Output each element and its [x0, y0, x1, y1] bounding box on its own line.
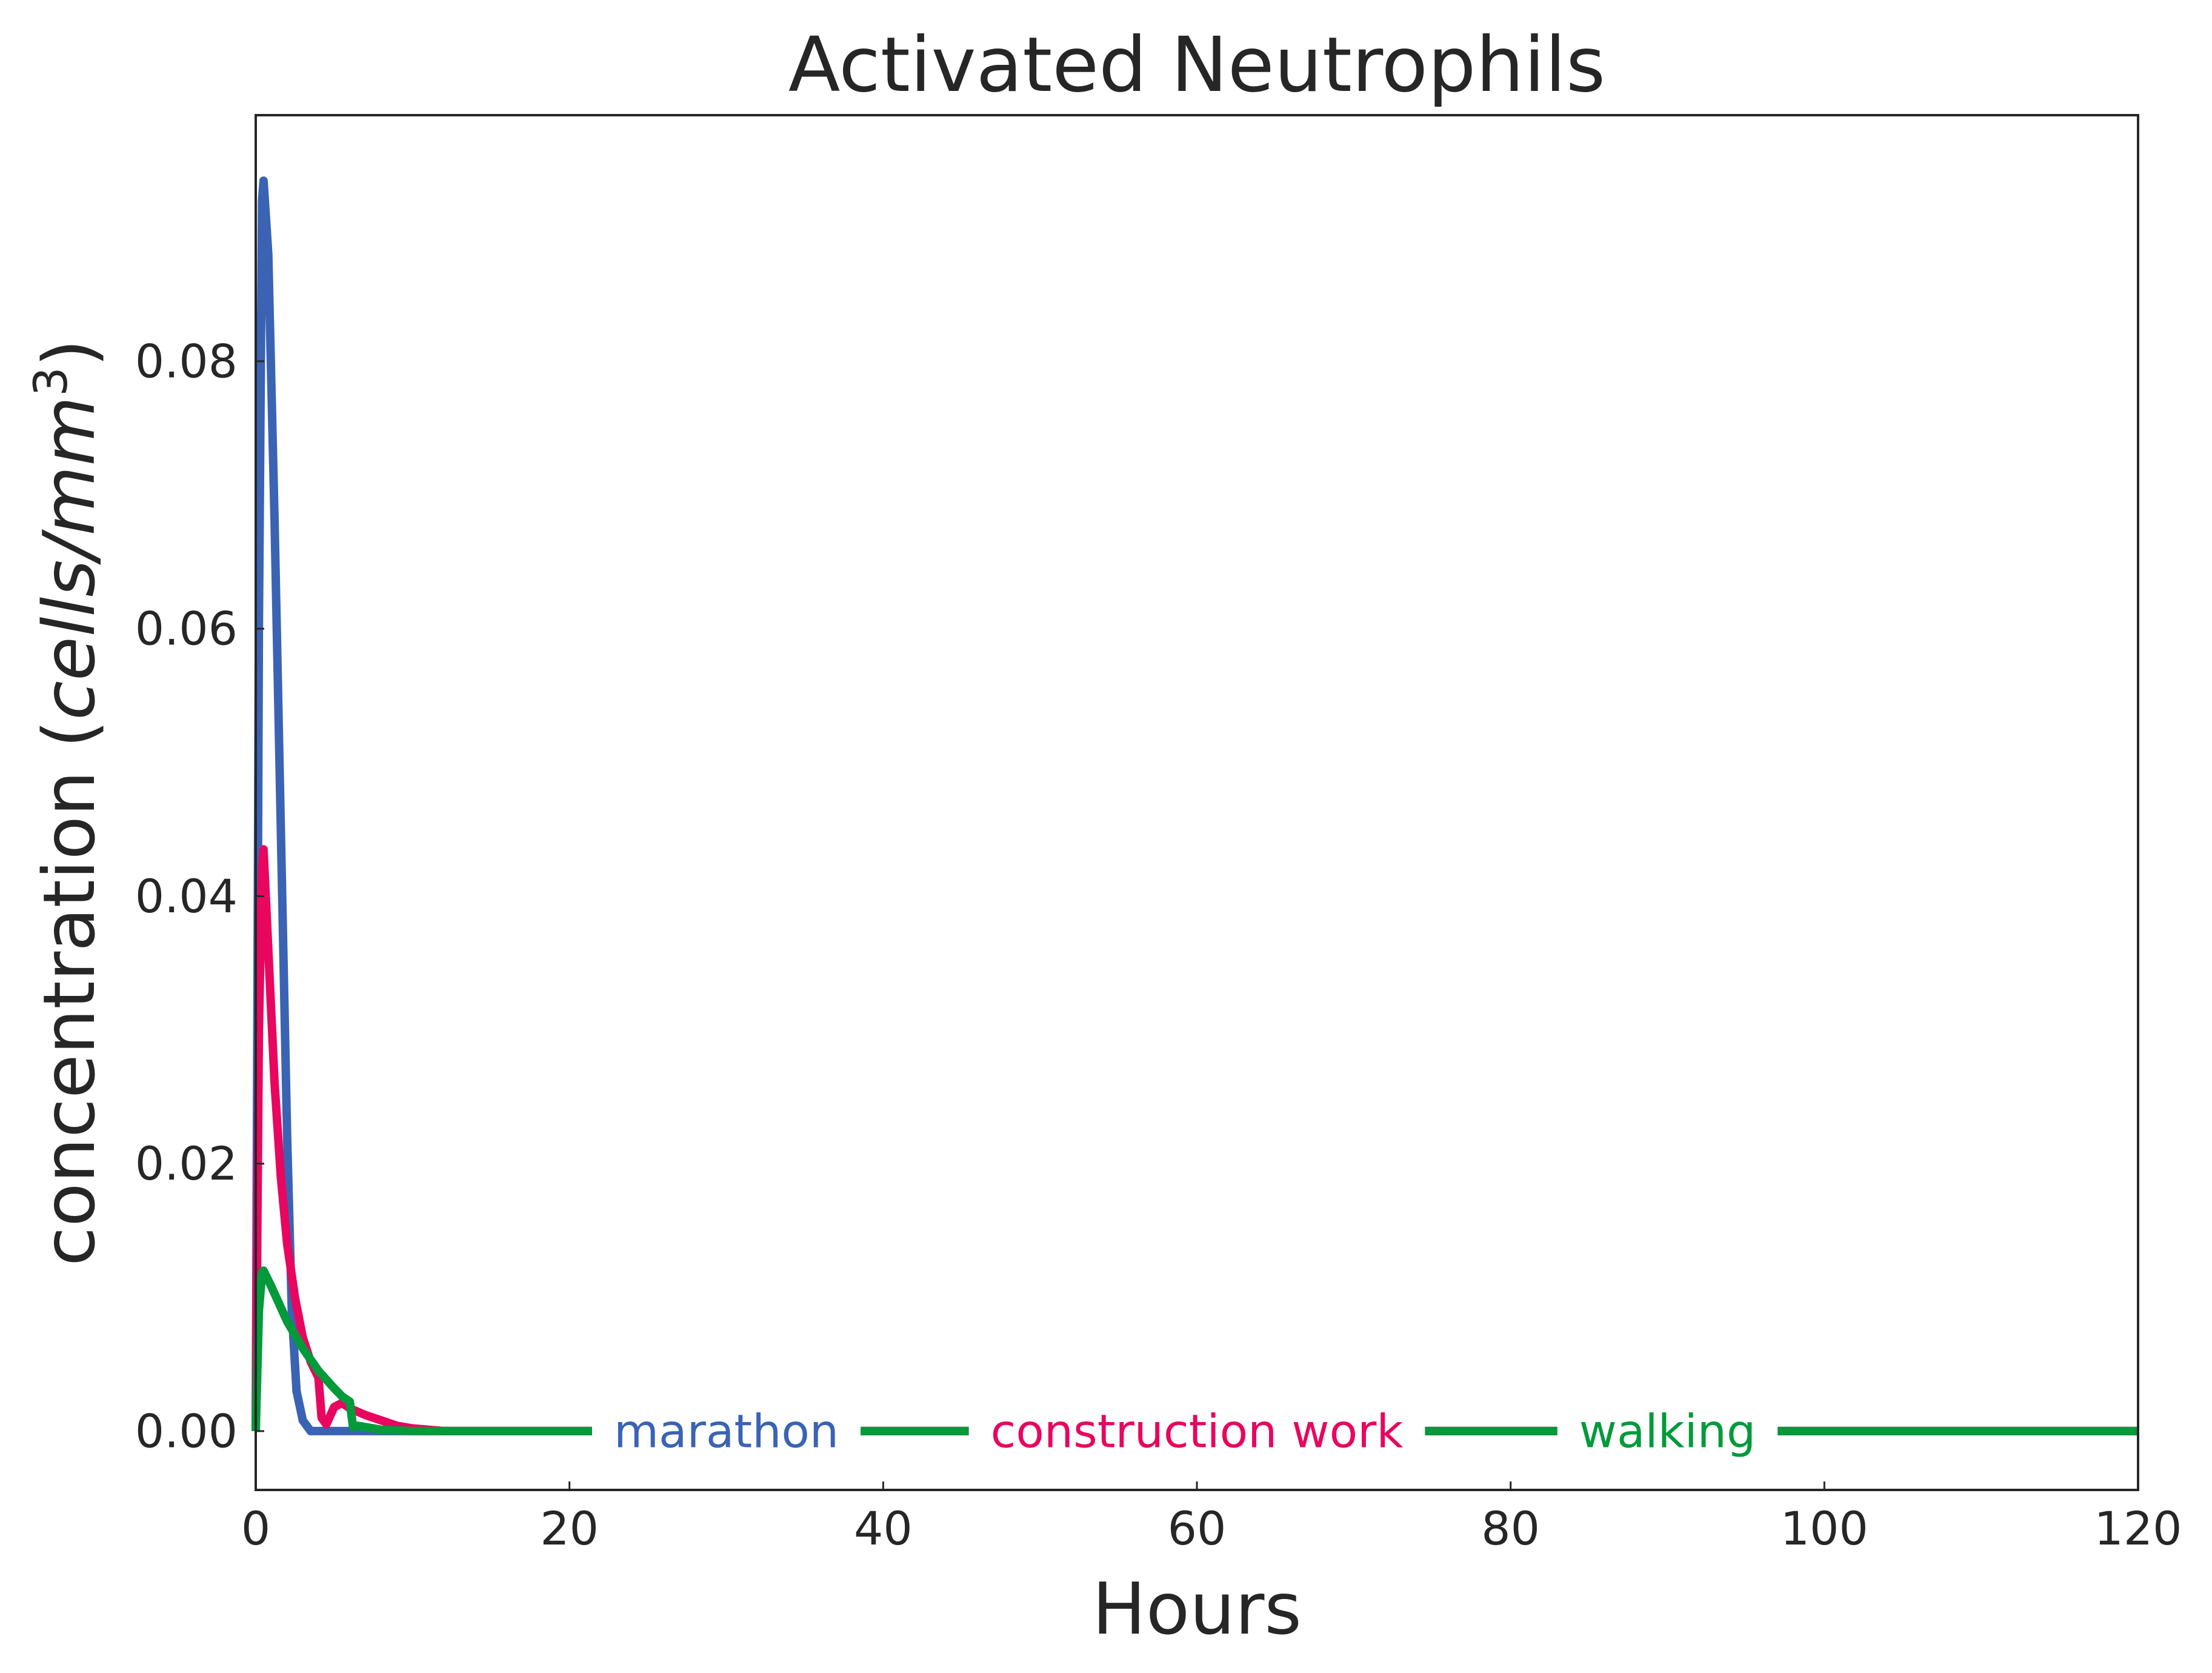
- y-axis-label-superscript: 3: [24, 367, 78, 396]
- x-tick-label: 80: [1481, 1501, 1540, 1555]
- y-axis-label-prefix: concentration (: [27, 720, 111, 1266]
- x-tick-label: 120: [2094, 1501, 2182, 1555]
- x-tick-label: 60: [1168, 1501, 1227, 1555]
- x-tick-label: 40: [854, 1501, 913, 1555]
- plot-frame: [255, 114, 2139, 1491]
- series-layer: marathon construction work walking: [252, 176, 2138, 1462]
- y-tick-label: 0.02: [135, 1137, 238, 1190]
- series-label-walking: walking: [1579, 1404, 1756, 1458]
- y-tick-label: 0.04: [135, 869, 238, 923]
- x-tick-label: 20: [540, 1501, 599, 1555]
- x-tick-label: 0: [241, 1501, 270, 1555]
- series-label-marathon: marathon: [614, 1404, 839, 1458]
- x-axis-label: Hours: [1092, 1567, 1302, 1651]
- y-tick-label: 0.08: [135, 334, 238, 388]
- series-label-bg: [591, 1400, 861, 1462]
- series-label-bg: [968, 1400, 1425, 1462]
- y-axis-label-suffix: ): [27, 339, 111, 367]
- y-tick-label: 0.00: [135, 1404, 238, 1458]
- series-label-construction-work: construction work: [991, 1404, 1404, 1458]
- y-axis-label-italic: cells/mm: [27, 396, 111, 720]
- y-tick-label: 0.06: [135, 602, 238, 656]
- x-tick-label: 100: [1781, 1501, 1868, 1555]
- y-axis-label: concentration (cells/mm3): [24, 339, 111, 1266]
- chart-title: Activated Neutrophils: [788, 21, 1605, 109]
- series-label-bg: [1557, 1400, 1778, 1462]
- ticks-layer: 0 20 40 60 80 100 120 0.00 0.02 0.04 0.06 0.08: [135, 334, 2182, 1555]
